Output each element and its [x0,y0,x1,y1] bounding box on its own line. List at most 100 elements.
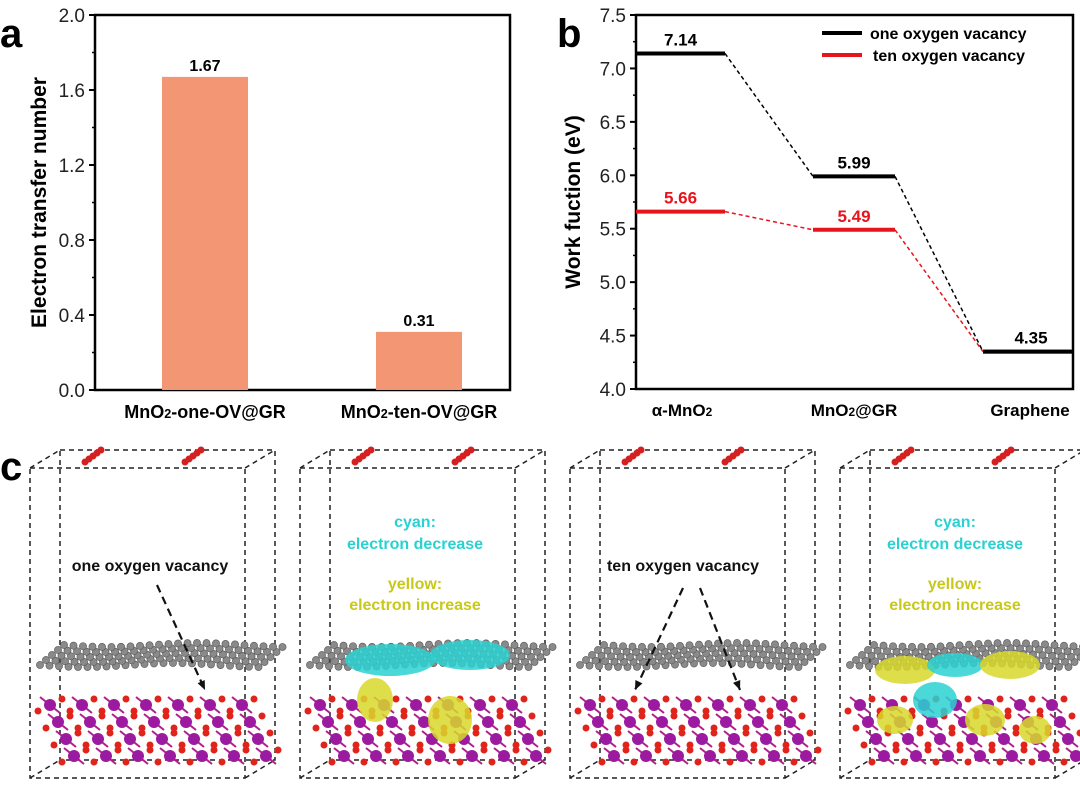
cell-box-edge [29,759,61,779]
carbon-atom [1022,639,1030,648]
manganese-atom [164,750,176,762]
manganese-atom [910,750,922,762]
carbon-atom [984,639,992,648]
oxygen-atom [384,746,392,754]
oxygen-atom [956,746,964,754]
manganese-atom [584,699,596,711]
carbon-atom [883,647,891,656]
oxygen-atom [852,724,860,732]
y-tick-label-b: 7.5 [600,6,626,27]
manganese-atom [530,750,542,762]
oxygen-atom [590,741,598,749]
carbon-atom [425,640,433,649]
carbon-atom [1057,652,1066,661]
y-tick-label-b: 5.5 [600,220,626,241]
manganese-atom [998,733,1010,745]
oxygen-atom [1060,758,1068,766]
manganese-atom [60,733,72,745]
charge-depletion-isosurface [927,653,983,677]
manganese-atom [1070,750,1080,762]
y-axis-label-a: Electron transfer number [28,77,51,328]
manganese-atom [1014,699,1026,711]
carbon-atom [510,641,519,650]
manganese-atom [116,716,128,728]
manganese-atom [362,733,374,745]
oxygen-atom [504,729,512,737]
carbon-atom [517,652,526,661]
oxygen-atom [218,695,226,703]
oxygen-atom [360,758,368,766]
oxygen-atom [520,695,528,703]
oxygen-atom [844,707,852,715]
carbon-atom [793,647,802,656]
oxygen-atom [130,712,138,720]
oxygen-atom [234,729,242,737]
carbon-atom [136,642,144,650]
oxygen-atom [186,695,194,703]
manganese-atom [370,750,382,762]
oxygen-atom [266,729,274,737]
oxygen-atom [806,729,814,737]
manganese-atom [260,750,272,762]
carbon-atom [799,642,808,651]
carbon-atom [594,646,602,654]
cyan-desc-2: electron decrease [886,536,1024,553]
carbon-atom [1042,656,1050,665]
carbon-atom [1069,642,1078,651]
manganese-atom [1038,750,1050,762]
carbon-atom [1055,662,1063,671]
manganese-atom [800,750,812,762]
oxygen-atom [352,741,360,749]
carbon-atom [774,646,783,655]
oxygen-atom [758,758,766,766]
manganese-atom [180,716,192,728]
oxygen-atom [114,746,122,754]
manganese-atom [728,733,740,745]
vacancy-arrow [155,584,207,691]
manganese-atom [68,750,80,762]
oxygen-atom [630,758,638,766]
manganese-atom [418,716,430,728]
oxygen-atom [1076,729,1080,737]
carbon-atom [228,651,237,660]
manganese-atom [108,699,120,711]
structure-model-4 [839,446,1080,779]
oxygen-atom [122,695,130,703]
manganese-atom [92,733,104,745]
manganese-atom [188,733,200,745]
manganese-atom [140,699,152,711]
level-value-label: 7.14 [664,30,698,49]
carbon-atom [334,662,343,671]
carbon-atom [212,639,220,648]
oxygen-atom [1052,741,1060,749]
manganese-atom [514,716,526,728]
x-category-label-b: Graphene [990,401,1069,420]
carbon-atom [781,657,790,666]
oxygen-atom [106,729,114,737]
oxygen-atom [210,746,218,754]
manganese-atom [100,750,112,762]
oxygen-atom [90,695,98,703]
carbon-atom [610,657,619,666]
cell-box-edge [569,759,601,779]
oxygen-atom [424,758,432,766]
oxygen-atom [1052,746,1060,754]
oxygen-atom [352,746,360,754]
oxygen-atom [512,741,520,749]
oxygen-atom [226,707,234,715]
cell-box-edge [514,759,546,779]
carbon-atom [1054,646,1062,655]
carbon-atom [797,652,805,661]
carbon-atom [82,647,91,656]
y-tick-label-a: 0.4 [59,306,86,327]
carbon-atom [51,656,60,665]
carbon-atom [511,657,520,666]
oxygen-atom [234,724,242,732]
carbon-atom [514,646,522,655]
carbon-atom [251,657,259,666]
manganese-atom [640,750,652,762]
carbon-atom [1012,639,1021,647]
carbon-atom [864,646,872,654]
carbon-atom [219,650,227,659]
oxygen-atom [916,729,924,737]
